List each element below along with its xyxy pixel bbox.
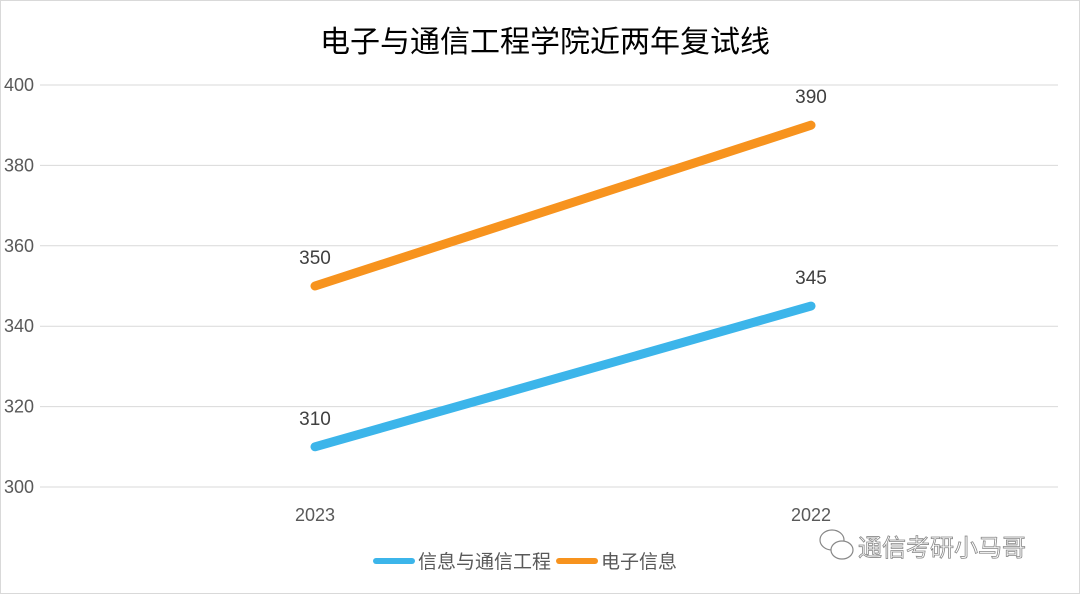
y-tick-label: 340 [4, 316, 34, 336]
series-line-0 [310, 301, 816, 452]
y-tick-label: 320 [4, 397, 34, 417]
watermark-text: 通信考研小马哥 [858, 534, 1026, 562]
legend-label-0: 信息与通信工程 [418, 551, 551, 573]
watermark: 通信考研小马哥 [819, 529, 1026, 562]
legend-label-1: 电子信息 [601, 551, 677, 573]
chart-title: 电子与通信工程学院近两年复试线 [320, 25, 770, 60]
series-line-1 [310, 120, 816, 291]
y-tick-label: 380 [4, 155, 34, 175]
y-tick-label: 300 [4, 477, 34, 497]
data-label: 345 [795, 268, 827, 289]
x-tick-label: 2023 [295, 505, 335, 525]
data-label: 390 [795, 87, 827, 108]
x-tick-label: 2022 [791, 505, 831, 525]
wechat-icon [819, 529, 854, 560]
data-label: 350 [299, 248, 331, 269]
y-tick-label: 360 [4, 236, 34, 256]
y-tick-label: 400 [4, 75, 34, 95]
data-label: 310 [299, 409, 331, 430]
